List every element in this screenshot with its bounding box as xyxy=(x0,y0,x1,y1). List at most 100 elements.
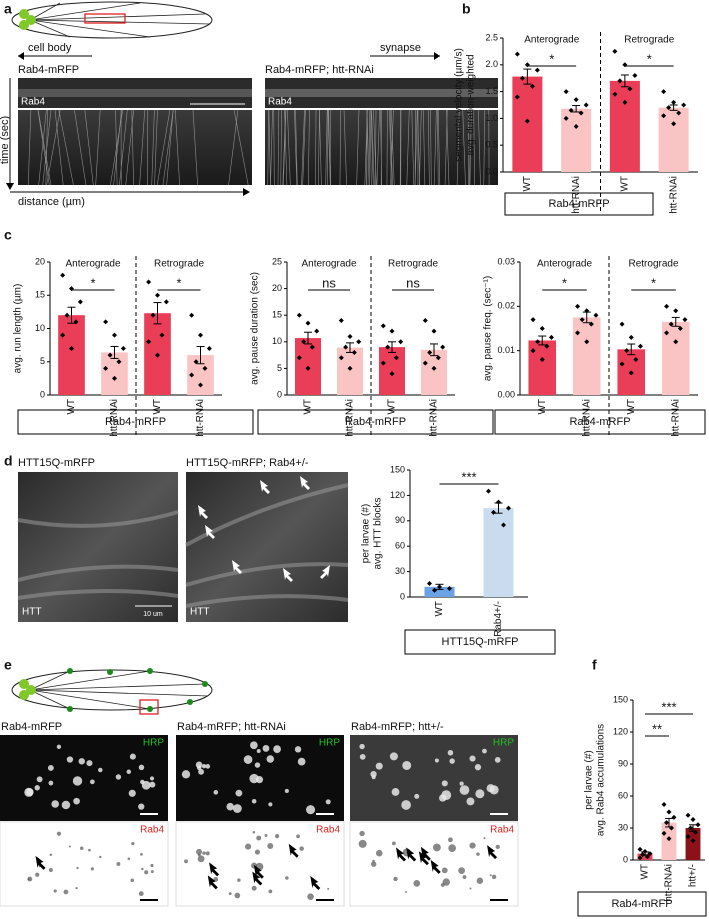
micrograph xyxy=(18,472,178,622)
y-tick-label: 0.03 xyxy=(497,256,515,266)
data-point xyxy=(514,94,520,100)
rab4-puncta xyxy=(371,861,377,867)
rab4-puncta xyxy=(141,867,144,871)
rab4-puncta xyxy=(63,889,69,895)
scale-label: 10 um xyxy=(143,611,163,618)
significance-label: * xyxy=(549,51,554,66)
y-tick-label: 1.0 xyxy=(485,113,498,123)
trace xyxy=(54,109,64,186)
data-point xyxy=(617,78,623,84)
y-tick-label: 120 xyxy=(613,726,628,736)
group-label: Retrograde xyxy=(154,259,204,270)
data-point xyxy=(427,580,432,586)
trace xyxy=(95,109,101,186)
trace xyxy=(414,109,417,186)
stain-label: Rab4 xyxy=(21,97,45,108)
x-tick-label: htt-RNAi xyxy=(670,399,681,437)
bouton xyxy=(129,753,136,760)
bouton xyxy=(115,774,122,780)
data-point xyxy=(338,318,344,324)
data-point xyxy=(389,371,395,377)
significance-label: ** xyxy=(652,721,662,736)
trace xyxy=(268,109,271,186)
panel-letter: c xyxy=(4,227,12,243)
bouton xyxy=(250,741,258,750)
rab4-puncta xyxy=(150,870,154,874)
data-point xyxy=(637,855,643,861)
data-point xyxy=(301,339,307,345)
bouton xyxy=(73,797,80,805)
rab4-puncta xyxy=(491,874,497,880)
y-tick-label: 0 xyxy=(400,591,405,601)
stain-label: HRP xyxy=(319,738,340,749)
data-point xyxy=(146,339,152,345)
data-point xyxy=(305,365,311,371)
data-point xyxy=(622,99,628,105)
data-point xyxy=(524,62,530,68)
rab4-puncta xyxy=(138,891,144,897)
trace xyxy=(58,109,74,186)
data-point xyxy=(506,505,511,511)
rab4-puncta xyxy=(144,870,149,875)
bouton xyxy=(34,785,40,791)
y-tick-label: 0.5 xyxy=(485,140,498,150)
data-point xyxy=(681,102,687,108)
rab4-puncta xyxy=(405,890,408,893)
data-point xyxy=(661,113,667,119)
significance-label: * xyxy=(647,51,652,66)
bouton xyxy=(262,745,270,752)
y-tick-label: 60 xyxy=(618,790,628,800)
trace xyxy=(267,109,269,186)
bouton xyxy=(198,768,205,775)
data-point xyxy=(64,312,70,318)
bouton xyxy=(297,757,306,766)
rab4-puncta xyxy=(79,846,84,851)
group-label: Anterograde xyxy=(537,259,592,270)
axis-label: distance (µm) xyxy=(18,196,85,208)
rab4-puncta xyxy=(196,848,203,855)
data-point xyxy=(107,352,113,358)
data-point xyxy=(583,102,589,108)
arrow xyxy=(35,855,46,870)
rab4-puncta xyxy=(285,876,289,880)
rab4-puncta xyxy=(27,876,33,882)
axon-bundle xyxy=(17,483,349,608)
y-tick-label: 120 xyxy=(390,490,405,500)
bouton xyxy=(486,784,495,793)
y-tick-label: 0.00 xyxy=(497,389,515,399)
data-point xyxy=(627,86,633,92)
y-tick-label: 20 xyxy=(272,283,282,293)
data-point xyxy=(544,343,550,349)
arrow xyxy=(430,859,441,874)
trace xyxy=(478,109,481,186)
x-tick-label: WT xyxy=(626,399,637,415)
trace xyxy=(430,109,432,186)
neuron-schematic xyxy=(11,1,213,39)
bouton xyxy=(61,800,71,810)
trace xyxy=(343,109,347,186)
y-axis-label: avg. HTT blocks xyxy=(373,497,384,569)
data-point xyxy=(347,333,353,339)
trace xyxy=(389,109,392,186)
bouton xyxy=(36,776,43,783)
y-tick-label: 30 xyxy=(618,822,628,832)
x-tick-label: htt+/- xyxy=(688,864,699,887)
x-tick-label: htt-RNAi xyxy=(581,399,592,437)
x-tick-label: htt-RNAi xyxy=(664,864,675,902)
condition-label: Rab4-mRFP xyxy=(105,416,166,428)
data-point xyxy=(666,105,672,111)
rab4-puncta xyxy=(440,883,445,887)
arrow xyxy=(418,851,429,866)
data-point xyxy=(431,365,437,371)
bar xyxy=(424,586,455,597)
rab4-puncta xyxy=(49,853,53,857)
arrow xyxy=(252,871,263,886)
bouton xyxy=(149,776,155,781)
data-point xyxy=(668,825,674,831)
bouton xyxy=(254,762,261,768)
arrow xyxy=(288,843,299,858)
trace xyxy=(125,109,134,186)
bouton xyxy=(306,805,316,815)
data-point xyxy=(578,110,584,116)
bouton xyxy=(439,794,447,802)
